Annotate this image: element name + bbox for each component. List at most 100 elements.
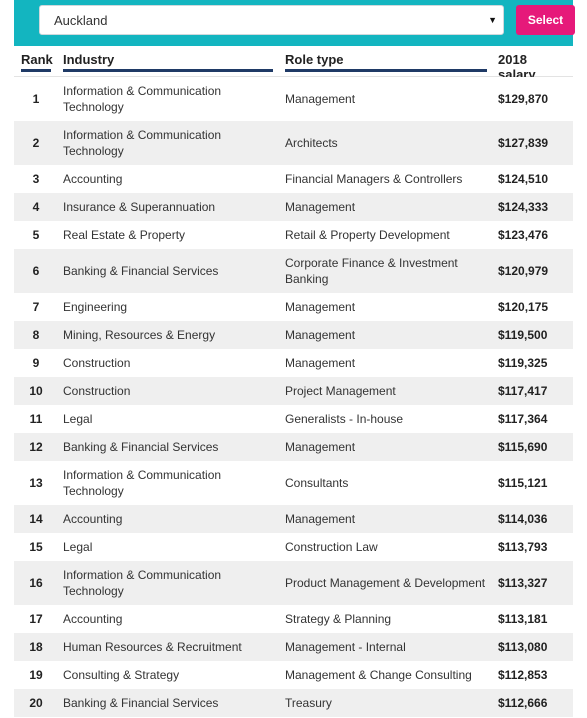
table-row: 17 Accounting Strategy & Planning $113,181: [14, 605, 573, 633]
role-type-cell: Management: [285, 92, 356, 106]
table-row: 19 Consulting & Strategy Management & Chan…: [14, 661, 573, 689]
salary-cell: $113,080: [498, 640, 548, 654]
rank-cell: 7: [32, 300, 40, 314]
rank-cell: 17: [29, 612, 43, 626]
rank-cell: 18: [29, 640, 43, 654]
salary-cell: $120,175: [498, 300, 549, 314]
role-type-cell: Project Management: [285, 384, 396, 398]
salary-cell: $120,979: [498, 264, 549, 278]
salary-cell: $115,121: [498, 476, 548, 490]
table-row: 16 Information & Communication Technology…: [14, 561, 573, 605]
table-row: 11 Legal Generalists - In-house $117,364: [14, 405, 573, 433]
salary-cell: $114,036: [498, 512, 548, 526]
role-type-cell: Product Management & Development: [285, 576, 486, 590]
table-row: 5 Real Estate & Property Retail & Property…: [14, 221, 573, 249]
rank-cell: 13: [29, 476, 43, 490]
role-type-cell: Consultants: [285, 476, 349, 490]
rank-cell: 16: [29, 576, 43, 590]
rank-cell: 6: [32, 264, 40, 278]
table-row: 6 Banking & Financial Services Corporate F…: [14, 249, 573, 293]
rank-cell: 15: [29, 540, 43, 554]
industry-cell: Information & Communication Technology: [63, 84, 222, 114]
table-row: 15 Legal Construction Law $113,793: [14, 533, 573, 561]
header-role-type: Role type: [285, 52, 487, 72]
industry-cell: Insurance & Superannuation: [63, 200, 216, 214]
role-type-cell: Management - Internal: [285, 640, 406, 654]
salary-table: Rank Industry Role type 2018 salary 1 Inf…: [14, 46, 573, 717]
role-type-cell: Strategy & Planning: [285, 612, 392, 626]
table-row: 4 Insurance & Superannuation Management $12…: [14, 193, 573, 221]
salary-cell: $112,853: [498, 668, 548, 682]
region-select-value: Auckland: [54, 13, 108, 28]
rank-cell: 2: [32, 136, 40, 150]
salary-cell: $112,666: [498, 696, 548, 710]
industry-cell: Banking & Financial Services: [63, 696, 219, 710]
rank-cell: 20: [29, 696, 43, 710]
industry-cell: Information & Communication Technology: [63, 568, 222, 598]
role-type-cell: Management: [285, 512, 356, 526]
rank-cell: 5: [32, 228, 40, 242]
industry-cell: Engineering: [63, 300, 128, 314]
table-row: 7 Engineering Management $120,175: [14, 293, 573, 321]
role-type-cell: Management: [285, 328, 356, 342]
region-select[interactable]: Auckland ▼: [39, 5, 504, 35]
role-type-cell: Generalists - In-house: [285, 412, 404, 426]
role-type-cell: Financial Managers & Controllers: [285, 172, 463, 186]
rank-cell: 3: [32, 172, 40, 186]
role-type-cell: Management: [285, 300, 356, 314]
industry-cell: Real Estate & Property: [63, 228, 186, 242]
rank-cell: 4: [32, 200, 40, 214]
salary-cell: $117,364: [498, 412, 548, 426]
table-row: 18 Human Resources & Recruitment Managemen…: [14, 633, 573, 661]
table-row: 12 Banking & Financial Services Management…: [14, 433, 573, 461]
salary-cell: $123,476: [498, 228, 549, 242]
table-row: 20 Banking & Financial Services Treasury $1…: [14, 689, 573, 717]
salary-cell: $113,181: [498, 612, 548, 626]
role-type-cell: Corporate Finance & Investment Banking: [285, 256, 458, 286]
industry-cell: Legal: [63, 412, 93, 426]
salary-cell: $119,325: [498, 356, 548, 370]
salary-cell: $129,870: [498, 92, 549, 106]
role-type-cell: Management & Change Consulting: [285, 668, 472, 682]
salary-cell: $127,839: [498, 136, 549, 150]
header-industry: Industry: [63, 52, 273, 72]
role-type-cell: Construction Law: [285, 540, 378, 554]
industry-cell: Construction: [63, 384, 131, 398]
salary-cell: $124,510: [498, 172, 549, 186]
salary-cell: $113,793: [498, 540, 548, 554]
salary-cell: $119,500: [498, 328, 548, 342]
rank-cell: 8: [32, 328, 40, 342]
industry-cell: Accounting: [63, 612, 123, 626]
rank-cell: 12: [29, 440, 43, 454]
industry-cell: Legal: [63, 540, 93, 554]
rank-cell: 11: [29, 412, 43, 426]
table-row: 8 Mining, Resources & Energy Management $11…: [14, 321, 573, 349]
filter-bar: Auckland ▼ Select: [14, 0, 575, 46]
salary-cell: $124,333: [498, 200, 549, 214]
table-header: Rank Industry Role type 2018 salary: [14, 46, 573, 87]
role-type-cell: Management: [285, 200, 356, 214]
industry-cell: Information & Communication Technology: [63, 128, 222, 158]
table-row: 13 Information & Communication Technology…: [14, 461, 573, 505]
select-button[interactable]: Select: [516, 5, 575, 35]
rank-cell: 10: [29, 384, 43, 398]
role-type-cell: Retail & Property Development: [285, 228, 450, 242]
role-type-cell: Management: [285, 356, 356, 370]
industry-cell: Human Resources & Recruitment: [63, 640, 242, 654]
industry-cell: Information & Communication Technology: [63, 468, 222, 498]
industry-cell: Consulting & Strategy: [63, 668, 180, 682]
rank-cell: 14: [29, 512, 43, 526]
industry-cell: Construction: [63, 356, 131, 370]
salary-cell: $115,690: [498, 440, 548, 454]
chevron-down-icon: ▼: [488, 15, 497, 25]
salary-cell: $117,417: [498, 384, 548, 398]
industry-cell: Banking & Financial Services: [63, 440, 219, 454]
header-rank: Rank: [21, 52, 53, 72]
rank-cell: 9: [32, 356, 40, 370]
table-row: 14 Accounting Management $114,036: [14, 505, 573, 533]
table-body: 1 Information & Communication Technology M…: [14, 77, 573, 717]
table-row: 10 Construction Project Management $117,417: [14, 377, 573, 405]
salary-cell: $113,327: [498, 576, 548, 590]
rank-cell: 1: [32, 92, 40, 106]
industry-cell: Banking & Financial Services: [63, 264, 219, 278]
